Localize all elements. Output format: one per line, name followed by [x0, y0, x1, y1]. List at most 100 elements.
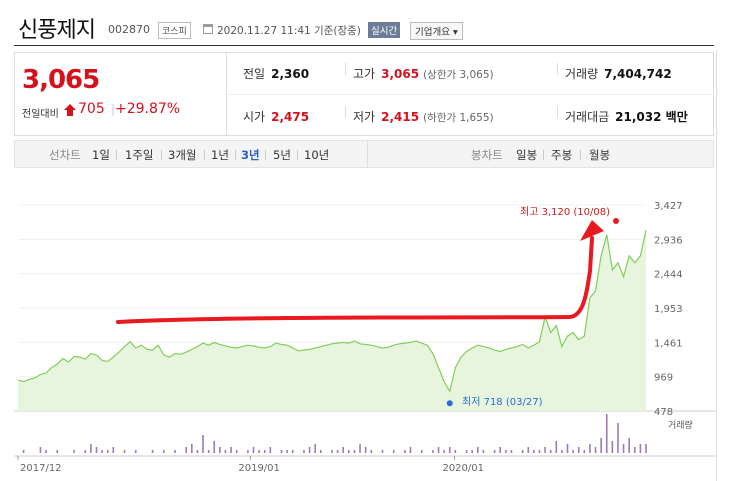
low-point-marker	[446, 400, 453, 407]
volume-bar	[101, 450, 103, 453]
period-5y[interactable]: 5년	[273, 148, 291, 162]
volume-bar	[319, 450, 322, 453]
candle-daily[interactable]: 일봉	[516, 148, 538, 162]
period-1w[interactable]: 1주일	[125, 148, 154, 162]
realtime-badge[interactable]: 실시간	[368, 22, 401, 38]
period-3m[interactable]: 3개월	[168, 148, 197, 162]
quote-panel: 3,065 전일대비 705 | +29.87% 전일 2,360 고가 3,065…	[14, 52, 714, 136]
volume-bar	[622, 444, 625, 453]
volume-bar	[432, 450, 434, 453]
open-label: 시가	[243, 110, 266, 124]
price-box: 3,065 전일대비 705 | +29.87%	[15, 53, 227, 135]
volume-bar	[628, 438, 630, 453]
divider	[297, 150, 298, 160]
divider	[543, 150, 544, 160]
volume-bar	[291, 450, 294, 453]
candle-weekly[interactable]: 주봉	[551, 148, 573, 162]
change-separator: |	[111, 102, 116, 116]
volume-bar	[174, 450, 176, 453]
company-info-label: 기업개요	[415, 27, 450, 38]
period-10y[interactable]: 10년	[304, 148, 330, 162]
volume-bar	[202, 435, 204, 453]
price-chart: 3,427 2,936 2,444 1,953 1,461 969 478 2017/12 2…	[14, 181, 716, 476]
prev-close-label: 전일	[243, 67, 266, 81]
open-value: 2,475	[271, 110, 310, 124]
high-label: 고가	[353, 67, 376, 81]
y-tick-label: 2,936	[654, 235, 683, 246]
period-1y[interactable]: 1년	[211, 148, 229, 162]
low-value: 2,415	[381, 110, 420, 124]
volume-legend: 거래량	[668, 419, 693, 431]
volume-bar	[22, 450, 25, 453]
divider	[367, 141, 368, 167]
candle-monthly[interactable]: 월봉	[589, 148, 611, 162]
volume-bar	[224, 450, 227, 453]
divider	[580, 150, 581, 160]
company-info-button[interactable]: 기업개요 ▾	[410, 22, 463, 40]
volume-bar	[247, 450, 249, 453]
period-3y[interactable]: 3년	[241, 148, 260, 162]
annotation-arrowhead	[580, 220, 604, 241]
volume-bar	[213, 441, 216, 453]
volume-bar	[353, 450, 356, 453]
high-value: 3,065	[381, 67, 420, 81]
volume-bar	[95, 447, 98, 453]
volume-bar	[605, 414, 608, 453]
volume-bar	[252, 447, 255, 453]
divider	[14, 45, 714, 46]
line-chart-label: 선차트	[49, 148, 81, 162]
y-tick-label: 478	[654, 407, 673, 418]
y-tick-label: 1,461	[654, 338, 683, 349]
volume-bar	[196, 450, 199, 453]
divider	[235, 150, 236, 160]
volume-bar	[269, 447, 272, 453]
volume-bar	[392, 450, 395, 453]
low-label: 저가	[353, 110, 376, 124]
volume: 거래량 7,404,742	[565, 65, 672, 82]
lower-limit: (하한가 1,655)	[423, 112, 494, 124]
volume-bar	[527, 447, 530, 453]
scrollbar[interactable]	[716, 50, 730, 481]
volume-bar	[583, 450, 586, 453]
volume-bar	[561, 450, 563, 453]
volume-bar	[617, 423, 619, 453]
volume-bar	[409, 447, 412, 453]
volume-bar	[219, 447, 221, 453]
volume-bar	[594, 447, 597, 453]
volume-bar	[106, 450, 109, 453]
volume-bar	[162, 450, 165, 453]
y-tick-label: 2,444	[654, 270, 683, 281]
volume-bar	[381, 450, 384, 453]
trade-value: 거래대금 21,032 백만	[565, 108, 688, 125]
volume-bar	[555, 441, 558, 453]
high-point-marker	[613, 218, 619, 224]
y-tick-label: 969	[654, 373, 673, 384]
volume-bar	[151, 450, 154, 453]
volume-bar	[572, 450, 574, 453]
divider	[557, 63, 558, 75]
divider	[557, 106, 558, 118]
volume-bar	[465, 450, 468, 453]
price-chart-svg: 3,427 2,936 2,444 1,953 1,461 969 478 2017/12 2…	[14, 201, 716, 474]
price-change: 705	[78, 101, 105, 117]
volume-bar	[191, 444, 193, 453]
volume-bar	[443, 450, 445, 453]
volume-bar	[600, 438, 602, 453]
period-1d[interactable]: 1일	[92, 148, 110, 162]
volume-bar	[112, 447, 115, 453]
market-badge: 코스피	[158, 22, 191, 39]
stock-name: 신풍제지	[18, 18, 96, 43]
divider	[228, 94, 714, 95]
volume-bar	[549, 450, 552, 453]
volume-bar	[611, 441, 614, 453]
volume-bar	[521, 450, 524, 453]
header: 신풍제지 002870 코스피 2020.11.27 11:41 기준(장중) …	[0, 0, 730, 44]
volume-bar	[303, 450, 305, 453]
change-label: 전일대비	[22, 109, 59, 120]
volume-bar	[134, 450, 137, 453]
volume-bar	[336, 450, 339, 453]
volume-bar	[123, 450, 126, 453]
volume-bar	[538, 450, 541, 453]
volume-bar	[258, 450, 260, 453]
volume-bar	[84, 450, 87, 453]
